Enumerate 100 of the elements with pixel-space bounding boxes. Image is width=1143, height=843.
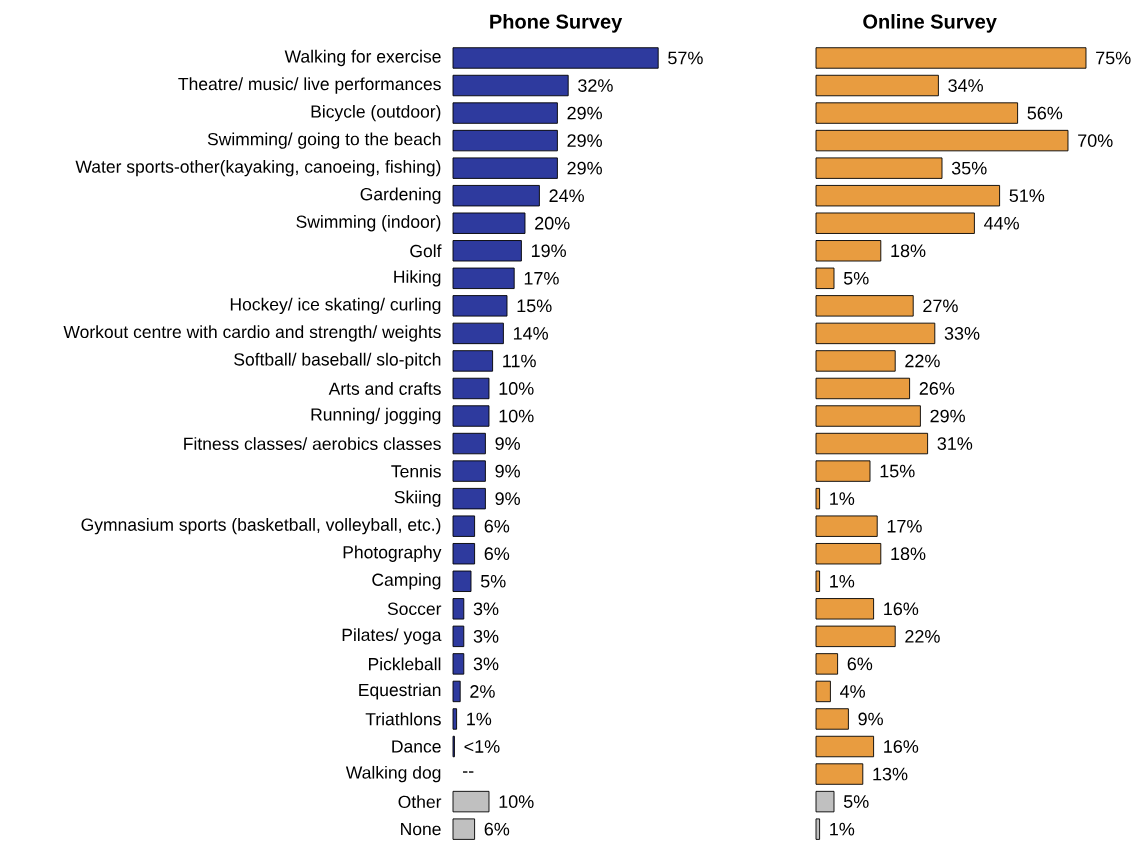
y-tick-label: Tennis: [391, 464, 441, 478]
y-tick-label: Hockey/ ice skating/ curling: [230, 297, 441, 315]
data-label: 9%: [495, 464, 520, 478]
bar: [815, 708, 849, 730]
data-label: 35%: [951, 161, 987, 175]
data-label: 9%: [495, 492, 520, 506]
bar: [452, 543, 476, 565]
bar: [452, 295, 508, 317]
data-label: 4%: [840, 685, 865, 698]
y-tick-label: None: [401, 823, 441, 836]
bar: [815, 377, 911, 400]
y-tick-label: Walking for exercise: [284, 49, 441, 67]
bar: [815, 129, 1069, 152]
y-tick-label: Gardening: [360, 187, 441, 204]
data-label: 18%: [891, 244, 926, 258]
y-tick-label: Workout centre with cardio and strength/ weights: [63, 325, 441, 342]
y-tick-label: Running/ jogging: [311, 407, 441, 425]
bar: [815, 322, 936, 345]
text: --: [463, 771, 474, 773]
bar: [815, 735, 875, 758]
data-label: 70%: [1078, 134, 1113, 148]
bar: [452, 47, 659, 69]
data-label: 10%: [499, 382, 534, 395]
bar: [815, 405, 921, 427]
bar: [815, 680, 831, 703]
bar: [815, 185, 1001, 207]
y-tick-label: Soccer: [387, 602, 442, 616]
bar: [452, 74, 569, 97]
data-label: 1%: [830, 492, 855, 505]
bar: [815, 350, 896, 372]
data-label: 22%: [905, 354, 940, 368]
data-label: 10%: [499, 409, 534, 423]
chart-title: Online Survey: [863, 14, 997, 33]
bar: [815, 240, 882, 262]
data-label: 34%: [948, 79, 983, 92]
bar: [815, 267, 835, 290]
y-tick-label: Triathlons: [365, 712, 441, 726]
bar: [815, 460, 871, 482]
data-label: 27%: [923, 299, 958, 313]
data-label: 33%: [944, 327, 980, 340]
data-label: 32%: [578, 79, 613, 92]
data-label: 1%: [467, 712, 492, 726]
data-label: 3%: [473, 657, 499, 671]
bar: [452, 515, 476, 537]
data-label: 9%: [495, 437, 520, 450]
data-label: 57%: [668, 51, 703, 65]
data-label: 18%: [891, 547, 926, 561]
data-label: 24%: [549, 189, 584, 203]
bar: [452, 818, 476, 840]
y-tick-label: Gymnasium sports (basketball, volleyball, etc.): [81, 518, 441, 535]
bar: [452, 487, 486, 510]
y-tick-label: Swimming/ going to the beach: [207, 132, 441, 149]
y-tick-label: Photography: [343, 545, 442, 562]
bar: [452, 102, 558, 124]
data-label: 22%: [905, 630, 940, 643]
data-label: 1%: [830, 822, 855, 836]
y-tick-label: Arts and crafts: [328, 382, 441, 395]
data-label: 15%: [880, 464, 915, 478]
y-tick-label: Pickleball: [368, 657, 441, 671]
data-label: 44%: [984, 216, 1019, 230]
bar: [452, 680, 461, 703]
data-label: 11%: [503, 354, 536, 368]
bar: [815, 598, 875, 620]
bar: [452, 350, 494, 372]
y-tick-label: Skiing: [394, 490, 441, 507]
data-label: 15%: [517, 299, 552, 313]
y-tick-label: Dance: [392, 740, 441, 753]
y-tick-label: Equestrian: [359, 683, 441, 700]
data-label: 29%: [567, 134, 602, 148]
chart-title: Phone Survey: [490, 14, 623, 33]
data-label: 31%: [937, 437, 973, 450]
data-label: <1%: [464, 740, 500, 753]
bar: [815, 763, 864, 785]
data-label: 29%: [567, 161, 602, 175]
bar: [815, 653, 839, 675]
bar: [815, 487, 821, 510]
data-label: 3%: [473, 602, 499, 616]
data-label: 5%: [480, 574, 506, 588]
bar: [815, 625, 896, 648]
y-tick-label: Golf: [410, 244, 442, 258]
bar: [452, 267, 515, 290]
bar: [452, 240, 522, 262]
data-label: 5%: [843, 795, 869, 808]
bar: [452, 598, 465, 620]
y-tick-label: Bicycle (outdoor): [311, 104, 441, 122]
data-label: 20%: [535, 216, 570, 230]
y-tick-label: Theatre/ music/ live performances: [178, 77, 441, 94]
data-label: 3%: [473, 630, 499, 643]
bar: [452, 625, 465, 648]
bar: [452, 432, 486, 455]
data-label: 29%: [567, 106, 602, 120]
data-label: 19%: [531, 244, 566, 258]
data-label: 9%: [858, 712, 883, 726]
y-tick-label: Hiking: [394, 270, 441, 287]
data-label: 17%: [524, 272, 559, 285]
data-label: 6%: [847, 657, 873, 671]
bar: [815, 47, 1087, 69]
bar: [815, 157, 943, 179]
bar: [452, 790, 490, 813]
y-tick-label: Swimming (indoor): [296, 215, 441, 232]
